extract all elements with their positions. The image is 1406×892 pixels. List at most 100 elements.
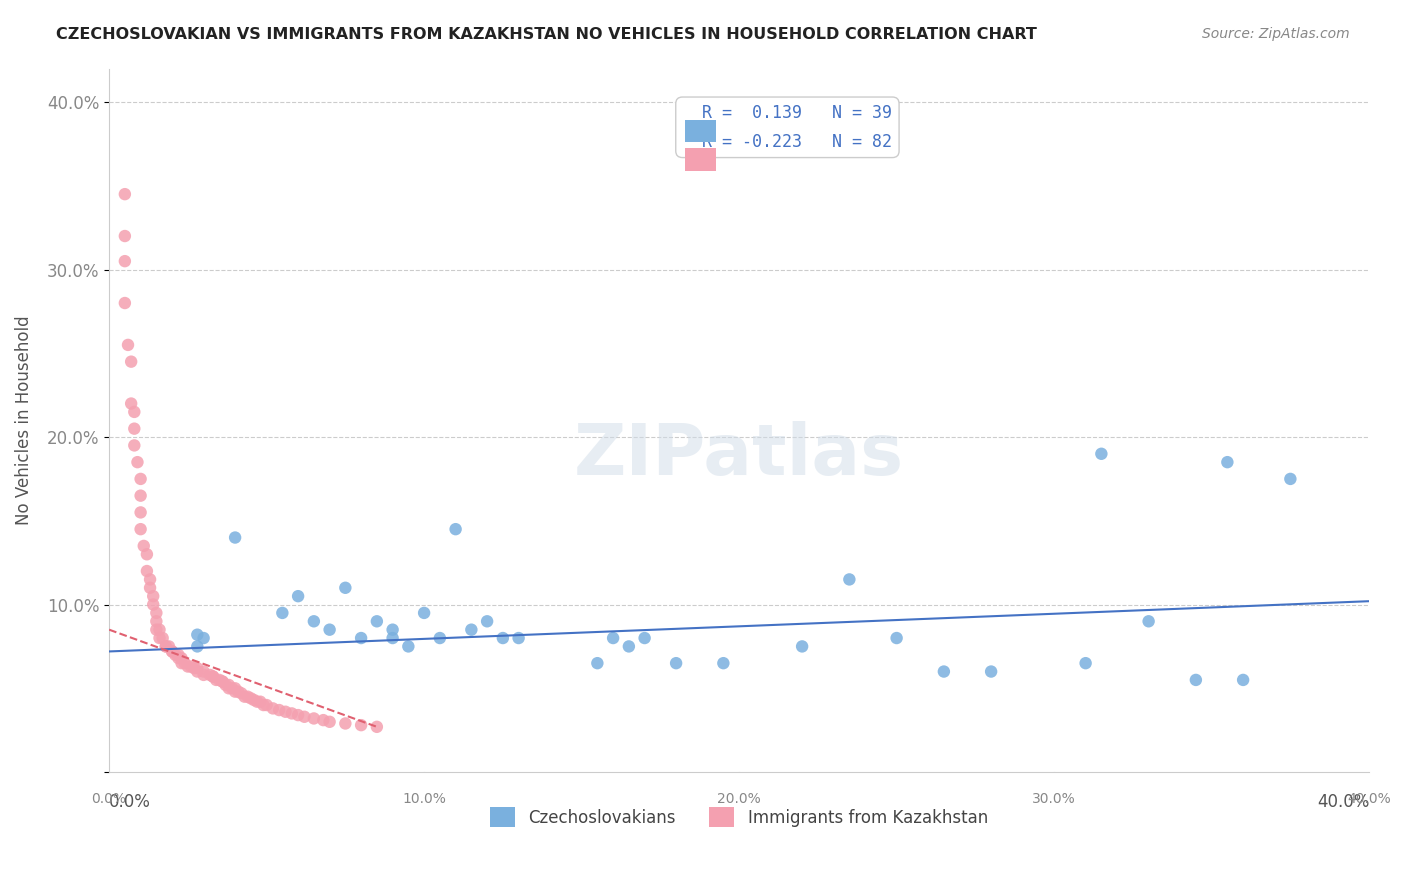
Point xyxy=(124,422,146,436)
Point xyxy=(145,623,167,637)
Point xyxy=(145,615,167,629)
Point xyxy=(381,623,404,637)
Point xyxy=(790,640,813,654)
Point xyxy=(243,693,266,707)
Point xyxy=(262,701,284,715)
Point xyxy=(287,708,309,723)
Point xyxy=(350,718,373,732)
Point xyxy=(127,455,149,469)
Point xyxy=(617,640,640,654)
Point xyxy=(980,665,1002,679)
Point xyxy=(318,714,340,729)
Point xyxy=(139,581,162,595)
Text: 20.0%: 20.0% xyxy=(717,792,761,805)
Point xyxy=(396,640,419,654)
Point xyxy=(120,354,142,368)
Text: R =  0.139   N = 39
  R = -0.223   N = 82: R = 0.139 N = 39 R = -0.223 N = 82 xyxy=(682,103,893,151)
Point xyxy=(218,678,240,692)
Point xyxy=(932,665,955,679)
Point xyxy=(211,674,233,689)
Point xyxy=(157,640,180,654)
Point xyxy=(838,573,860,587)
Point xyxy=(335,581,357,595)
Point xyxy=(129,522,152,536)
Point xyxy=(124,438,146,452)
Point xyxy=(233,690,256,704)
Point xyxy=(366,720,388,734)
Point xyxy=(186,628,208,642)
Point xyxy=(1279,472,1302,486)
Legend: Czechoslovakians, Immigrants from Kazakhstan: Czechoslovakians, Immigrants from Kazakh… xyxy=(484,800,994,834)
Point xyxy=(224,531,246,545)
Point xyxy=(142,598,165,612)
Point xyxy=(145,606,167,620)
Point xyxy=(312,713,335,727)
Point xyxy=(231,686,253,700)
Point xyxy=(129,489,152,503)
Point xyxy=(269,703,291,717)
Point xyxy=(366,615,388,629)
Point xyxy=(177,659,200,673)
Point xyxy=(114,254,136,268)
Point xyxy=(350,631,373,645)
Point xyxy=(221,681,243,696)
Point xyxy=(135,564,157,578)
Point xyxy=(129,505,152,519)
Point xyxy=(271,606,294,620)
Point xyxy=(142,589,165,603)
Point xyxy=(132,539,155,553)
Point xyxy=(139,573,162,587)
Point xyxy=(475,615,498,629)
Point xyxy=(1232,673,1254,687)
Point xyxy=(120,396,142,410)
Point xyxy=(224,681,246,696)
FancyBboxPatch shape xyxy=(685,148,717,170)
Point xyxy=(413,606,436,620)
Point xyxy=(208,673,231,687)
Point xyxy=(665,656,688,670)
Point xyxy=(198,668,221,682)
Point xyxy=(114,229,136,244)
Point xyxy=(214,678,236,692)
Point xyxy=(129,472,152,486)
Text: 40.0%: 40.0% xyxy=(1317,793,1369,811)
Text: 0.0%: 0.0% xyxy=(110,793,150,811)
Point xyxy=(1185,673,1208,687)
Text: 30.0%: 30.0% xyxy=(1032,792,1076,805)
Point xyxy=(193,668,215,682)
Point xyxy=(1137,615,1160,629)
Point xyxy=(202,669,225,683)
Point xyxy=(170,651,193,665)
Point xyxy=(114,187,136,202)
Point xyxy=(886,631,908,645)
Point xyxy=(1090,447,1112,461)
Text: CZECHOSLOVAKIAN VS IMMIGRANTS FROM KAZAKHSTAN NO VEHICLES IN HOUSEHOLD CORRELATI: CZECHOSLOVAKIAN VS IMMIGRANTS FROM KAZAK… xyxy=(56,27,1038,42)
Point xyxy=(205,673,228,687)
Point xyxy=(444,522,467,536)
Point xyxy=(226,684,249,698)
Point xyxy=(117,338,139,352)
Point xyxy=(160,644,183,658)
Point xyxy=(186,661,208,675)
Point xyxy=(274,705,297,719)
Text: 0.0%: 0.0% xyxy=(91,792,127,805)
Point xyxy=(224,684,246,698)
Point xyxy=(586,656,609,670)
Point xyxy=(302,615,325,629)
Text: Source: ZipAtlas.com: Source: ZipAtlas.com xyxy=(1202,27,1350,41)
Point xyxy=(249,695,271,709)
Point xyxy=(239,691,262,706)
Point xyxy=(429,631,451,645)
Point xyxy=(711,656,734,670)
Point xyxy=(1216,455,1239,469)
Point xyxy=(167,648,190,662)
Point xyxy=(135,547,157,561)
Point xyxy=(193,631,215,645)
Point xyxy=(281,706,304,721)
Point xyxy=(211,674,233,689)
Point xyxy=(155,640,177,654)
Point xyxy=(165,648,187,662)
Point xyxy=(633,631,655,645)
Point xyxy=(318,623,340,637)
Point xyxy=(236,690,259,704)
